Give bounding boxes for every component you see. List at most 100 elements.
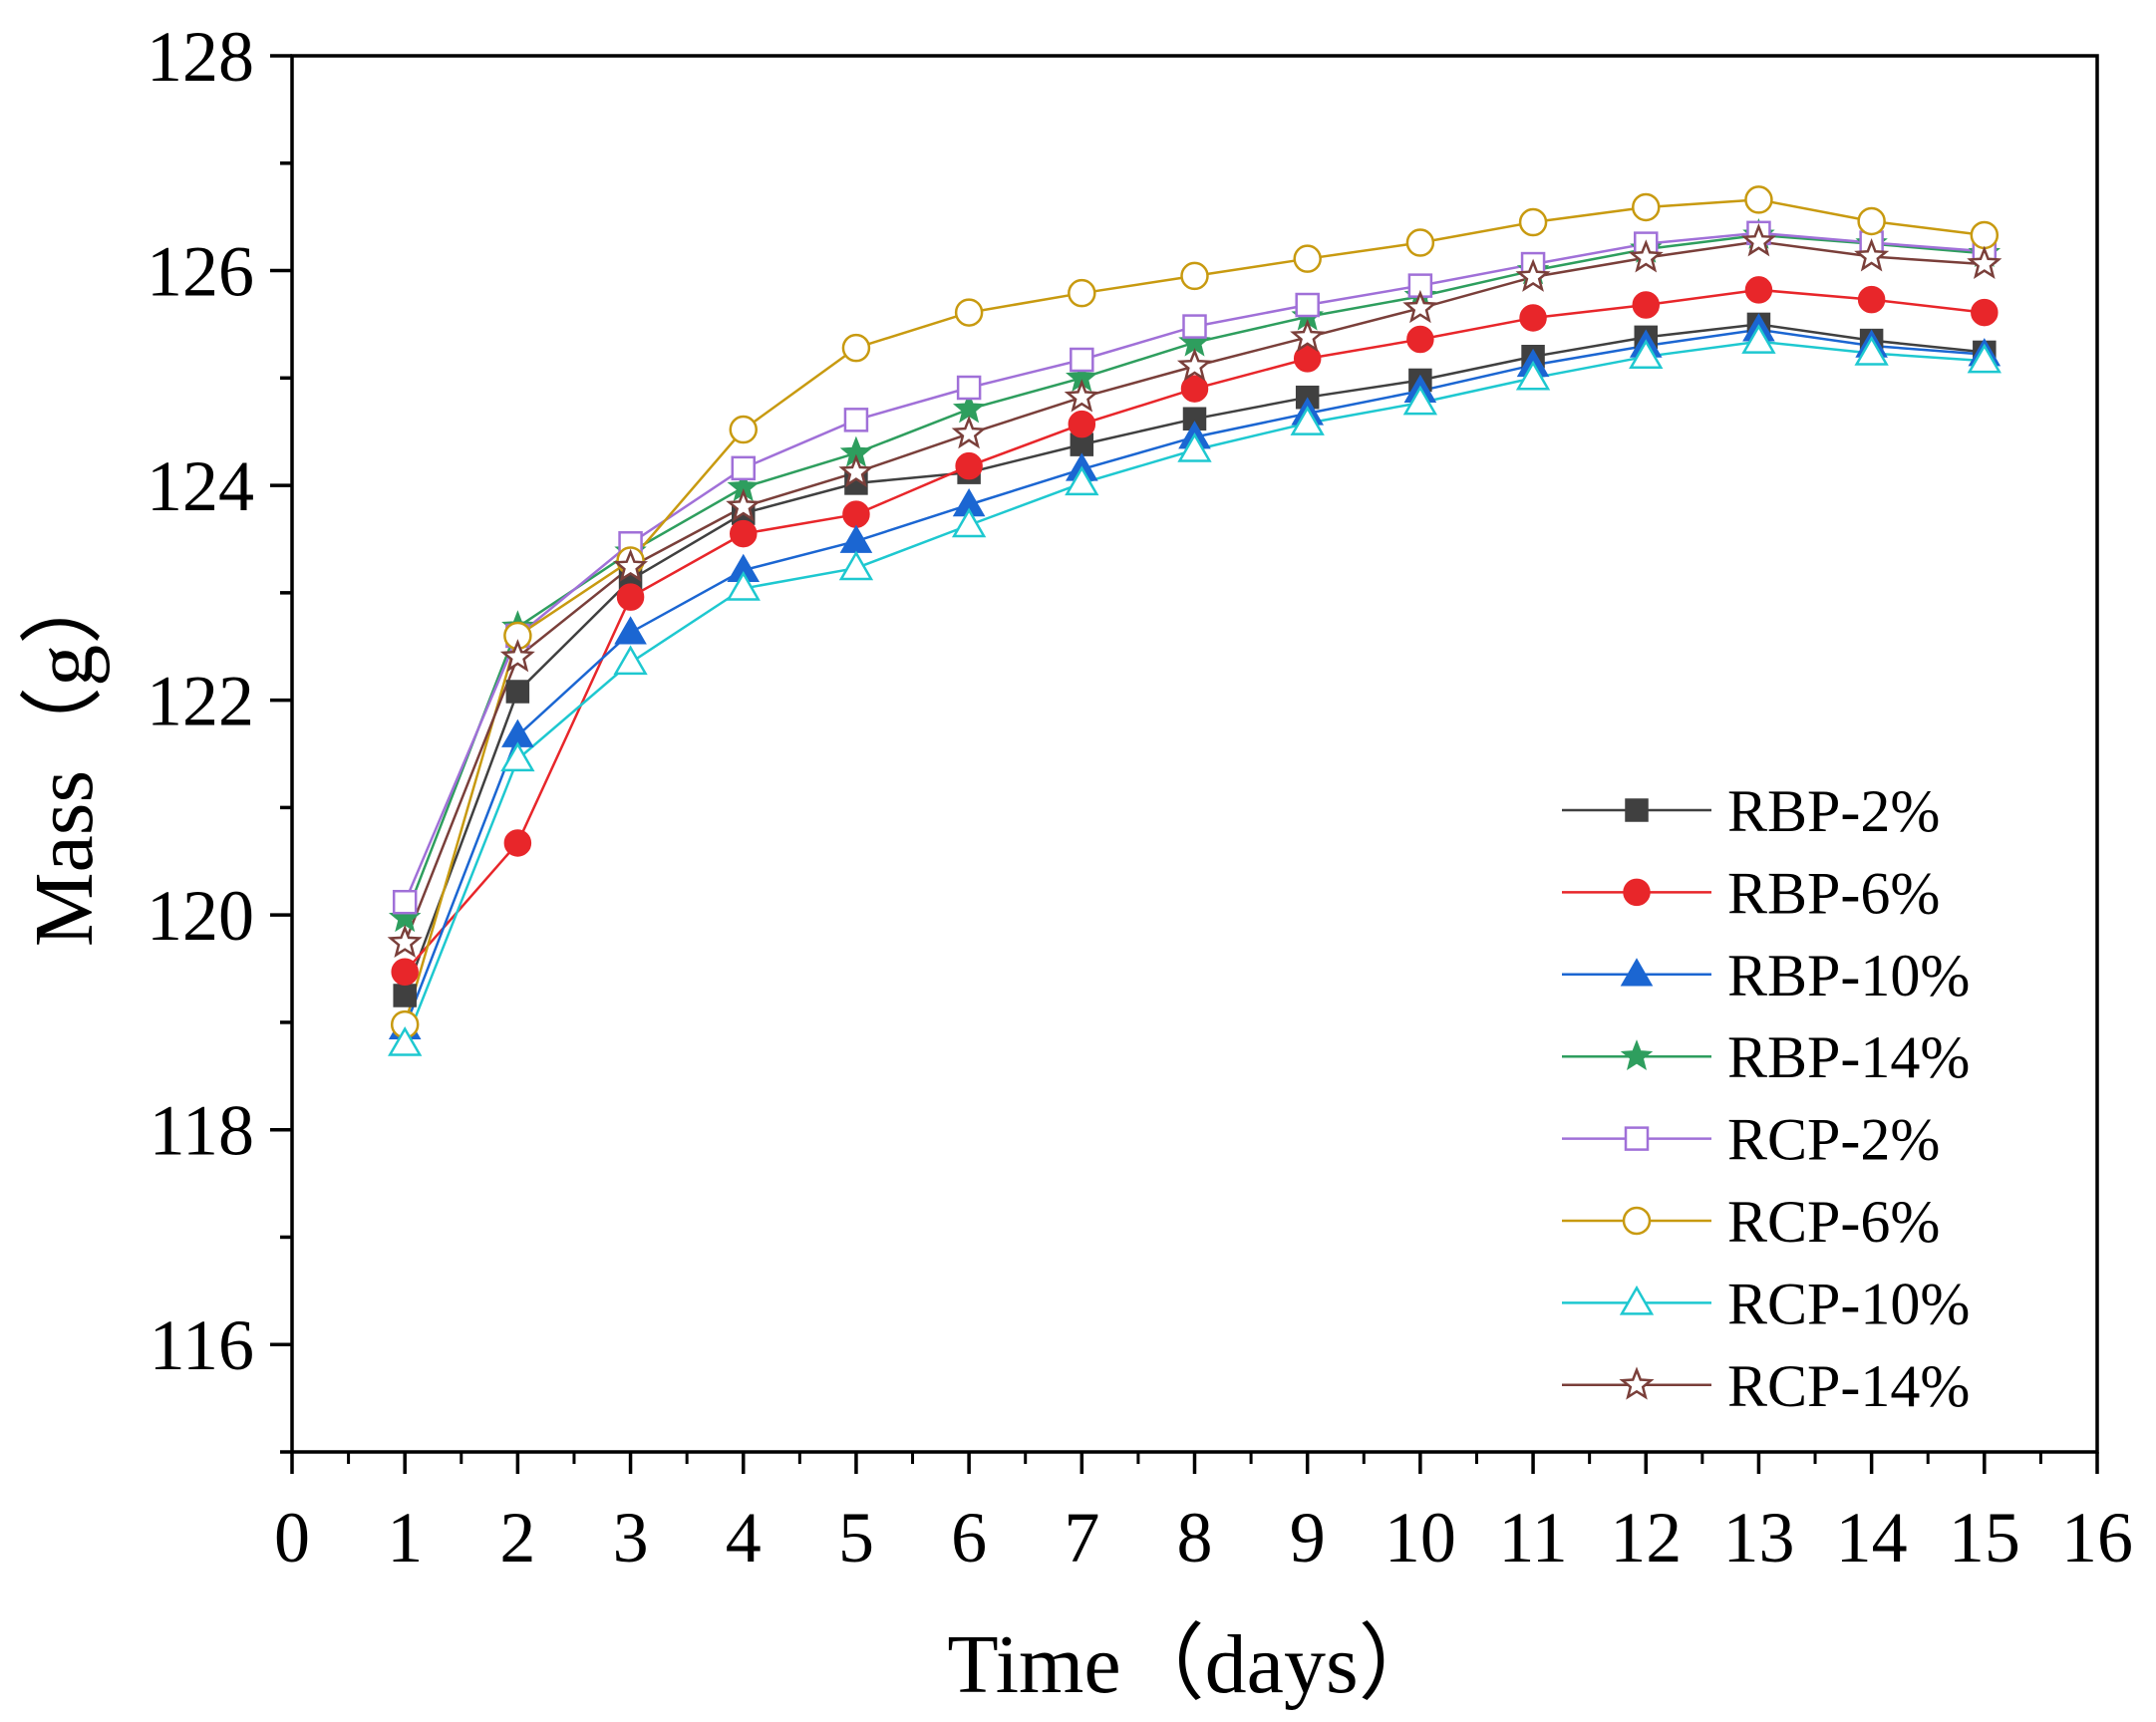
data-point-rcp-6pct: [1405, 228, 1435, 257]
data-point-rcp-14pct: [951, 415, 987, 449]
legend-label: RCP-6%: [1727, 1189, 1940, 1255]
data-point-rcp-10pct: [1515, 360, 1551, 391]
x-tick-label: 0: [274, 1498, 310, 1578]
data-point-rbp-2pct: [393, 984, 417, 1007]
legend-entry: RCP-2%: [1562, 1107, 1940, 1173]
data-point-rbp-6pct: [503, 829, 532, 857]
data-point-rcp-10pct: [388, 1025, 423, 1056]
data-point-rbp-6pct: [1068, 410, 1096, 438]
legend-entry: RCP-6%: [1562, 1189, 1940, 1255]
data-point-rcp-6pct: [954, 298, 984, 327]
y-tick-label: 120: [147, 876, 254, 956]
y-axis-ticks: 116 118 120 122 124 126 128: [147, 17, 292, 1454]
legend-marker: [1619, 1285, 1655, 1315]
y-tick-label: 118: [150, 1091, 254, 1171]
data-point-rcp-14pct: [1854, 238, 1890, 272]
data-point-rcp-14pct: [1515, 258, 1551, 292]
data-point-rcp-10pct: [500, 741, 535, 772]
x-tick-label: 13: [1722, 1498, 1794, 1578]
legend-entry: RBP-2%: [1562, 778, 1940, 844]
series-markers: [387, 185, 2002, 1056]
data-point-rcp-2pct: [392, 889, 418, 915]
data-point-rcp-14pct: [838, 453, 874, 488]
data-point-rbp-6pct: [730, 519, 758, 548]
data-point-rcp-10pct: [951, 507, 987, 538]
legend-marker: [1624, 1126, 1650, 1151]
legend-entry: RCP-14%: [1562, 1353, 1970, 1419]
data-point-rcp-2pct: [731, 455, 756, 481]
data-point-rcp-10pct: [1967, 343, 2002, 374]
data-point-rcp-10pct: [1290, 406, 1325, 435]
data-point-rcp-10pct: [1402, 385, 1438, 416]
x-tick-label: 1: [387, 1498, 423, 1578]
x-tick-label: 10: [1385, 1498, 1456, 1578]
data-point-rcp-14pct: [613, 548, 649, 582]
data-point-rcp-10pct: [1065, 465, 1099, 496]
x-tick-label: 14: [1836, 1498, 1908, 1578]
data-point-rbp-10pct: [614, 616, 647, 645]
y-axis-title: Mass（g）: [18, 561, 111, 947]
data-point-rbp-6pct: [1519, 304, 1547, 332]
data-point-rbp-6pct: [616, 583, 645, 611]
data-point-rcp-6pct: [1293, 244, 1322, 273]
x-tick-label: 11: [1498, 1498, 1567, 1578]
data-point-rcp-6pct: [1068, 278, 1096, 308]
data-point-rcp-10pct: [838, 550, 874, 581]
legend-label: RCP-14%: [1727, 1353, 1970, 1419]
x-tick-label: 9: [1290, 1498, 1326, 1578]
x-tick-label: 16: [2061, 1498, 2133, 1578]
data-point-rcp-2pct: [956, 375, 982, 401]
data-point-rcp-6pct: [1180, 261, 1209, 291]
data-point-rcp-10pct: [1741, 324, 1776, 354]
legend-marker: [1623, 878, 1651, 907]
data-point-rcp-2pct: [843, 408, 869, 432]
data-point-rcp-10pct: [1629, 339, 1664, 370]
x-tick-label: 6: [951, 1498, 987, 1578]
data-point-rcp-6pct: [1632, 192, 1661, 222]
data-point-rbp-6pct: [842, 500, 870, 528]
legend-label: RBP-6%: [1727, 860, 1940, 926]
x-axis-ticks: 0 1 2 3 4 5 6 7 8 9 10 11 12 13 14 15 16: [274, 1452, 2133, 1578]
x-tick-label: 2: [499, 1498, 535, 1578]
data-point-rcp-10pct: [1177, 432, 1212, 462]
legend-entry: RBP-10%: [1562, 943, 1970, 1008]
legend-entry: RBP-6%: [1562, 860, 1940, 926]
data-point-rcp-10pct: [613, 645, 648, 676]
legend-entry: RCP-10%: [1562, 1271, 1970, 1336]
data-point-rbp-6pct: [1971, 298, 1999, 327]
data-point-rcp-6pct: [1970, 220, 2000, 250]
data-point-rbp-6pct: [1180, 375, 1209, 403]
x-tick-label: 5: [838, 1498, 874, 1578]
legend-marker: [1625, 798, 1649, 822]
legend-marker: [1620, 1039, 1654, 1070]
legend-label: RCP-2%: [1727, 1107, 1940, 1173]
data-point-rbp-6pct: [1857, 285, 1886, 314]
data-point-rcp-14pct: [499, 639, 535, 673]
data-point-rcp-14pct: [1064, 379, 1099, 413]
data-point-rcp-6pct: [1518, 207, 1548, 237]
data-point-rcp-10pct: [1854, 336, 1889, 366]
y-tick-label: 124: [147, 446, 254, 526]
data-point-rcp-6pct: [1857, 206, 1886, 236]
data-point-rcp-14pct: [1176, 348, 1213, 382]
x-tick-label: 7: [1064, 1498, 1099, 1578]
legend-marker: [1619, 1366, 1655, 1400]
data-point-rcp-14pct: [1628, 239, 1664, 273]
data-point-rcp-6pct: [841, 333, 871, 363]
legend-label: RBP-14%: [1727, 1024, 1970, 1090]
data-point-rbp-6pct: [1293, 345, 1322, 373]
data-point-rbp-6pct: [1632, 291, 1660, 319]
data-point-rcp-14pct: [1967, 245, 2002, 279]
data-point-rcp-14pct: [1740, 222, 1776, 257]
data-point-rbp-6pct: [955, 451, 983, 480]
x-tick-label: 15: [1949, 1498, 2020, 1578]
data-point-rbp-6pct: [391, 958, 419, 987]
y-tick-label: 122: [147, 662, 254, 741]
x-axis-title: Time（days）: [947, 1618, 1441, 1711]
legend-label: RBP-2%: [1727, 778, 1940, 844]
legend-label: RCP-10%: [1727, 1271, 1970, 1336]
x-tick-label: 12: [1610, 1498, 1682, 1578]
data-point-rcp-14pct: [1402, 289, 1438, 324]
legend: RBP-2% RBP-6% RBP-10% RBP-14% RCP-2% RCP-6% RC…: [1562, 778, 1970, 1419]
